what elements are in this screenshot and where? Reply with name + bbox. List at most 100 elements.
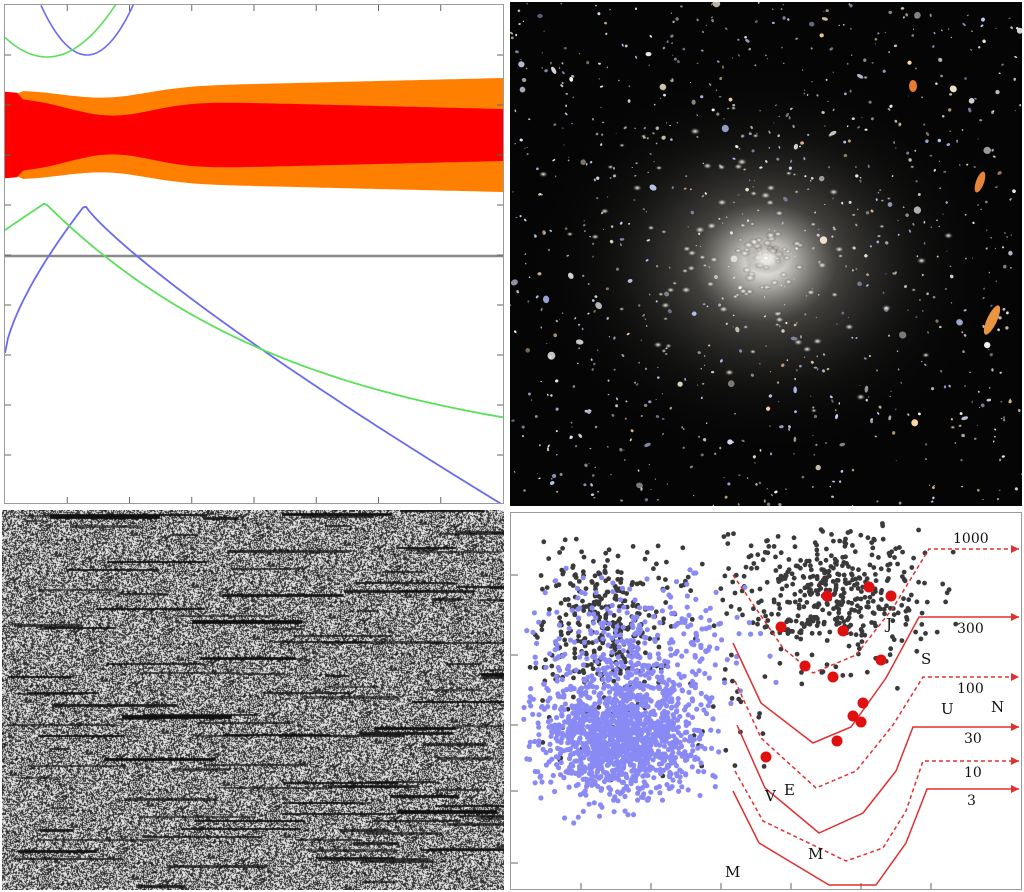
galaxy	[875, 198, 878, 201]
galaxy	[795, 321, 798, 325]
gray-dot	[867, 562, 873, 568]
blue-dot	[557, 772, 564, 778]
galaxy	[757, 2, 760, 4]
blue-dot	[703, 711, 710, 717]
galaxy	[549, 355, 552, 359]
blue-dot	[609, 649, 615, 655]
galaxy	[597, 12, 601, 16]
gray-dot	[809, 630, 815, 636]
galaxy	[999, 489, 1001, 491]
blue-dot	[596, 733, 602, 739]
galaxy	[675, 17, 679, 21]
blue-dot	[596, 813, 603, 819]
galaxy	[984, 341, 991, 349]
galaxy	[956, 141, 958, 143]
galaxy	[995, 27, 997, 30]
blue-dot	[528, 703, 534, 709]
blue-dot	[655, 719, 661, 725]
gray-dot	[563, 642, 569, 647]
blue-dot	[581, 768, 588, 774]
galaxy	[932, 295, 936, 299]
galaxy	[664, 291, 670, 297]
gray-dot	[826, 611, 832, 616]
galaxy	[518, 22, 521, 26]
blue-dot	[577, 654, 583, 660]
galaxy	[578, 347, 581, 350]
galaxy	[971, 401, 973, 403]
gray-dot	[618, 576, 624, 582]
galaxy	[908, 95, 909, 97]
gray-dot	[953, 621, 959, 627]
galaxy	[701, 49, 704, 52]
blue-dot	[575, 710, 581, 716]
galaxy	[758, 481, 762, 485]
galaxy	[527, 118, 531, 121]
gray-dot	[540, 740, 546, 745]
galaxy	[668, 266, 671, 269]
galaxy	[659, 83, 667, 91]
blue-dot	[657, 766, 663, 773]
galaxy	[582, 274, 585, 277]
galaxy	[718, 303, 722, 307]
galaxy	[959, 412, 963, 416]
blue-dot	[671, 759, 678, 766]
galaxy	[964, 77, 967, 80]
blue-dot	[690, 742, 696, 748]
cluster-member-galaxy	[701, 302, 707, 307]
galaxy	[620, 499, 624, 502]
galaxy	[619, 243, 622, 247]
galaxy	[803, 157, 806, 161]
blue-dot	[655, 632, 661, 638]
gray-dot	[797, 597, 803, 603]
gray-dot	[661, 616, 667, 622]
galaxy	[520, 58, 522, 61]
blue-dot	[605, 632, 611, 638]
blue-dot	[576, 615, 582, 621]
blue-dot	[556, 636, 562, 642]
blue-dot	[546, 759, 552, 765]
galaxy	[643, 126, 646, 130]
blue-dot	[716, 621, 722, 627]
blue-dot	[593, 590, 599, 596]
galaxy	[790, 159, 793, 163]
galaxy	[929, 154, 933, 157]
gray-dot	[784, 619, 790, 625]
galaxy	[771, 8, 774, 11]
gray-dot	[794, 634, 800, 640]
galaxy	[751, 149, 755, 153]
galaxy	[642, 313, 645, 317]
galaxy	[898, 501, 902, 505]
blue-dot	[620, 648, 626, 654]
galaxy	[787, 428, 791, 431]
gray-dot	[842, 539, 847, 545]
gray-dot	[807, 621, 813, 627]
galaxy	[625, 400, 628, 403]
galaxy	[851, 336, 854, 339]
galaxy	[691, 99, 696, 105]
galaxy	[818, 228, 820, 230]
cluster-member-galaxy	[833, 245, 845, 253]
blue-dot	[569, 607, 575, 613]
blue-dot	[669, 743, 675, 749]
blue-dot	[588, 631, 594, 637]
gray-dot	[908, 592, 914, 598]
galaxy	[680, 5, 683, 8]
galaxy	[583, 220, 585, 222]
blue-dot	[656, 705, 662, 711]
galaxy	[755, 483, 758, 486]
gray-dot	[814, 556, 820, 562]
galaxy	[560, 84, 564, 88]
gray-dot	[585, 624, 591, 629]
gray-dot	[778, 573, 784, 579]
blue-dot	[574, 585, 580, 591]
blue-dot	[583, 740, 589, 746]
blue-dot	[651, 614, 657, 620]
galaxy	[655, 415, 660, 418]
gray-dot	[829, 553, 834, 559]
blue-dot	[660, 587, 666, 593]
cluster-member-galaxy	[566, 231, 574, 237]
gray-dot	[754, 565, 760, 571]
galaxy	[877, 191, 880, 194]
blue-dot	[557, 725, 563, 731]
cluster-member-galaxy	[921, 352, 931, 359]
